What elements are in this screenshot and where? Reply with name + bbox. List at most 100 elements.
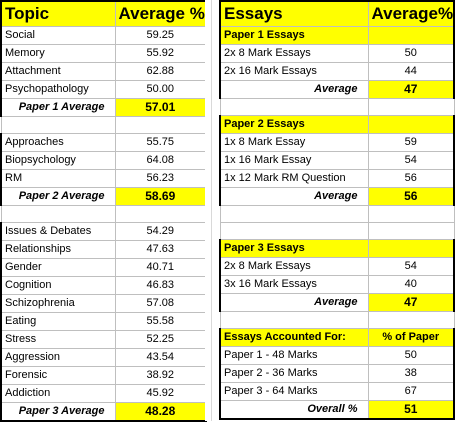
percent-cell[interactable]: 67 bbox=[367, 381, 455, 401]
topic-cell[interactable]: Gender bbox=[0, 257, 116, 277]
topic-cell[interactable]: Attachment bbox=[0, 61, 116, 81]
average-label[interactable]: Average bbox=[219, 79, 369, 99]
table-row: Eating 55.58 bbox=[0, 311, 207, 331]
table-row: 2x 8 Mark Essays 50 bbox=[219, 43, 455, 63]
average-cell[interactable]: 47.63 bbox=[114, 239, 207, 259]
topic-cell[interactable]: Approaches bbox=[0, 132, 116, 152]
average-cell[interactable]: 43.54 bbox=[114, 347, 207, 367]
table-row: Attachment 62.88 bbox=[0, 61, 207, 81]
average-cell[interactable]: 59.25 bbox=[114, 25, 207, 45]
percent-of-paper-header[interactable]: % of Paper bbox=[367, 327, 455, 347]
table-row: Paper 1 - 48 Marks 50 bbox=[219, 345, 455, 365]
average-cell[interactable]: 50.00 bbox=[114, 79, 207, 99]
paper-2-essays-section: Paper 2 Essays bbox=[219, 114, 455, 134]
essay-cell[interactable]: 2x 8 Mark Essays bbox=[219, 256, 369, 276]
column-gap bbox=[205, 0, 219, 421]
topic-cell[interactable]: Memory bbox=[0, 43, 116, 63]
essay-value-cell[interactable]: 54 bbox=[367, 256, 455, 276]
essay-value-cell[interactable]: 50 bbox=[367, 43, 455, 63]
topic-cell[interactable]: Biopsychology bbox=[0, 150, 116, 170]
table-row: 3x 16 Mark Essays 40 bbox=[219, 274, 455, 294]
paper-marks-cell[interactable]: Paper 3 - 64 Marks bbox=[219, 381, 369, 401]
topic-cell[interactable]: Cognition bbox=[0, 275, 116, 295]
average-cell[interactable]: 64.08 bbox=[114, 150, 207, 170]
paper-1-average-value[interactable]: 57.01 bbox=[114, 97, 207, 117]
table-row: Addiction 45.92 bbox=[0, 383, 207, 403]
average-cell[interactable]: 56.23 bbox=[114, 168, 207, 188]
essay-cell[interactable]: 3x 16 Mark Essays bbox=[219, 274, 369, 294]
table-row: Psychopathology 50.00 bbox=[0, 79, 207, 99]
paper-2-average-label[interactable]: Paper 2 Average bbox=[0, 186, 116, 206]
section-title[interactable]: Paper 1 Essays bbox=[219, 25, 369, 45]
essay-cell[interactable]: 1x 8 Mark Essay bbox=[219, 132, 369, 152]
paper-3-average-value[interactable]: 48.28 bbox=[114, 401, 207, 422]
table-row: Paper 2 - 36 Marks 38 bbox=[219, 363, 455, 383]
spacer-row bbox=[0, 204, 207, 223]
table-row: Paper 3 - 64 Marks 67 bbox=[219, 381, 455, 401]
table-row: 1x 8 Mark Essay 59 bbox=[219, 132, 455, 152]
percent-cell[interactable]: 38 bbox=[367, 363, 455, 383]
average-cell[interactable]: 45.92 bbox=[114, 383, 207, 403]
topic-cell[interactable]: Aggression bbox=[0, 347, 116, 367]
paper-1-average-label[interactable]: Paper 1 Average bbox=[0, 97, 116, 117]
average-percent-header[interactable]: Average% bbox=[367, 0, 455, 27]
spacer-row bbox=[219, 97, 455, 116]
essay-cell[interactable]: 2x 16 Mark Essays bbox=[219, 61, 369, 81]
topic-cell[interactable]: Forensic bbox=[0, 365, 116, 385]
table-row: Social 59.25 bbox=[0, 25, 207, 45]
average-cell[interactable]: 55.92 bbox=[114, 43, 207, 63]
average-cell[interactable]: 54.29 bbox=[114, 221, 207, 241]
section-title[interactable]: Paper 3 Essays bbox=[219, 238, 369, 258]
average-cell[interactable]: 55.75 bbox=[114, 132, 207, 152]
spacer-row bbox=[219, 310, 455, 329]
average-cell[interactable]: 40.71 bbox=[114, 257, 207, 277]
average-label[interactable]: Average bbox=[219, 186, 369, 206]
average-cell[interactable]: 52.25 bbox=[114, 329, 207, 349]
table-row: RM 56.23 bbox=[0, 168, 207, 188]
topic-cell[interactable]: Stress bbox=[0, 329, 116, 349]
paper-3-average-label[interactable]: Paper 3 Average bbox=[0, 401, 116, 422]
topic-cell[interactable]: Issues & Debates bbox=[0, 221, 116, 241]
essay-cell[interactable]: 1x 12 Mark RM Question bbox=[219, 168, 369, 188]
average-value[interactable]: 47 bbox=[367, 292, 455, 312]
overall-label[interactable]: Overall % bbox=[219, 399, 369, 420]
essay-cell[interactable]: 1x 16 Mark Essay bbox=[219, 150, 369, 170]
paper-1-average-row: Paper 1 Average 57.01 bbox=[0, 97, 207, 117]
average-cell[interactable]: 38.92 bbox=[114, 365, 207, 385]
table-row: Gender 40.71 bbox=[0, 257, 207, 277]
average-label[interactable]: Average bbox=[219, 292, 369, 312]
topic-cell[interactable]: RM bbox=[0, 168, 116, 188]
topic-cell[interactable]: Schizophrenia bbox=[0, 293, 116, 313]
section-title[interactable]: Essays Accounted For: bbox=[219, 327, 369, 347]
essay-value-cell[interactable]: 56 bbox=[367, 168, 455, 188]
paper-2-average-value[interactable]: 58.69 bbox=[114, 186, 207, 206]
topic-cell[interactable]: Eating bbox=[0, 311, 116, 331]
topic-header[interactable]: Topic bbox=[0, 0, 116, 27]
topic-cell[interactable]: Social bbox=[0, 25, 116, 45]
paper-1-essays-section: Paper 1 Essays bbox=[219, 25, 455, 45]
essay-value-cell[interactable]: 40 bbox=[367, 274, 455, 294]
average-cell[interactable]: 57.08 bbox=[114, 293, 207, 313]
average-cell[interactable]: 46.83 bbox=[114, 275, 207, 295]
essay-cell[interactable]: 2x 8 Mark Essays bbox=[219, 43, 369, 63]
essay-value-cell[interactable]: 44 bbox=[367, 61, 455, 81]
section-title[interactable]: Paper 2 Essays bbox=[219, 114, 369, 134]
overall-value[interactable]: 51 bbox=[367, 399, 455, 420]
topic-cell[interactable]: Psychopathology bbox=[0, 79, 116, 99]
average-value[interactable]: 56 bbox=[367, 186, 455, 206]
percent-cell[interactable]: 50 bbox=[367, 345, 455, 365]
table-row: 2x 8 Mark Essays 54 bbox=[219, 256, 455, 276]
essays-header[interactable]: Essays bbox=[219, 0, 369, 27]
topic-cell[interactable]: Addiction bbox=[0, 383, 116, 403]
paper-marks-cell[interactable]: Paper 1 - 48 Marks bbox=[219, 345, 369, 365]
average-cell[interactable]: 62.88 bbox=[114, 61, 207, 81]
essay-value-cell[interactable]: 59 bbox=[367, 132, 455, 152]
paper-marks-cell[interactable]: Paper 2 - 36 Marks bbox=[219, 363, 369, 383]
average-cell[interactable]: 55.58 bbox=[114, 311, 207, 331]
table-row: Forensic 38.92 bbox=[0, 365, 207, 385]
gridline bbox=[211, 0, 212, 421]
topic-cell[interactable]: Relationships bbox=[0, 239, 116, 259]
essay-value-cell[interactable]: 54 bbox=[367, 150, 455, 170]
average-header[interactable]: Average % bbox=[114, 0, 207, 27]
average-value[interactable]: 47 bbox=[367, 79, 455, 99]
